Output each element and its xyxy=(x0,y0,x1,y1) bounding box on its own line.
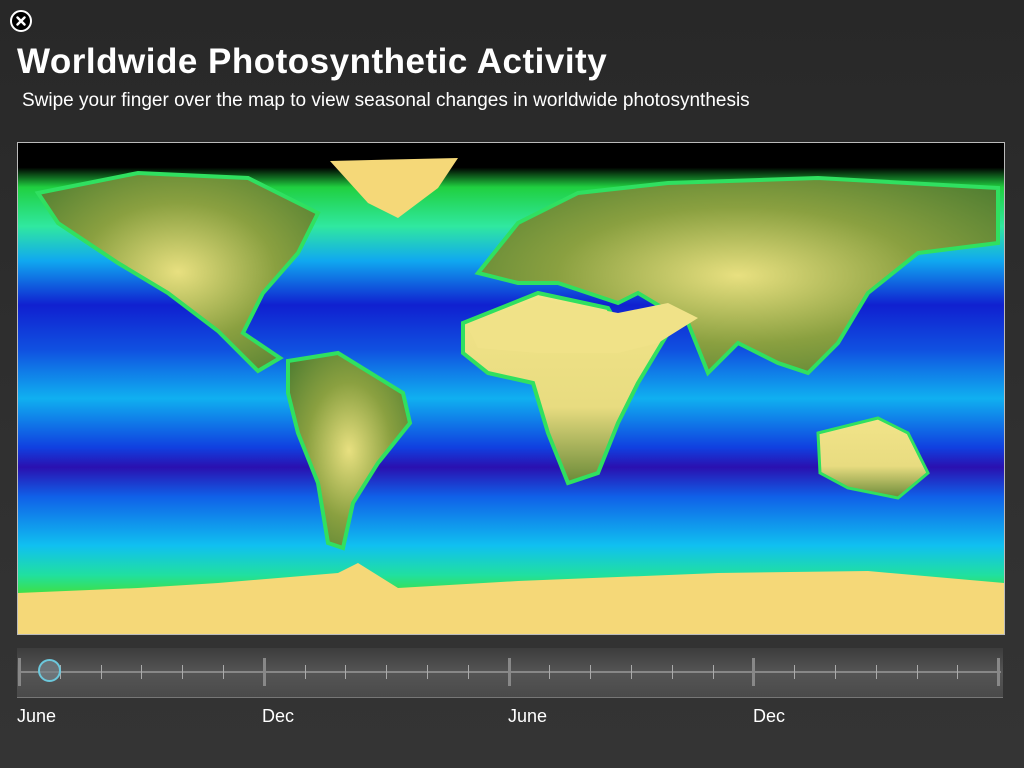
slider-thumb[interactable] xyxy=(37,659,61,682)
page-title: Worldwide Photosynthetic Activity xyxy=(17,42,608,81)
timeline-label-june: June xyxy=(508,706,548,726)
minor-tick xyxy=(427,665,428,679)
close-icon xyxy=(16,16,26,26)
major-tick xyxy=(997,658,1001,686)
major-tick xyxy=(752,658,756,686)
page-subtitle: Swipe your finger over the map to view s… xyxy=(22,90,750,111)
major-tick xyxy=(507,658,511,686)
australia xyxy=(816,416,930,500)
greenland xyxy=(330,158,458,218)
photosynthesis-world-map[interactable] xyxy=(17,142,1005,635)
minor-tick xyxy=(345,665,347,679)
minor-tick xyxy=(916,665,918,679)
minor-tick xyxy=(671,665,673,679)
minor-tick xyxy=(712,665,714,679)
major-tick xyxy=(18,658,21,686)
major-tick xyxy=(262,658,266,686)
season-timeline-slider[interactable] xyxy=(17,648,1003,698)
eurasia xyxy=(474,175,1000,377)
minor-tick xyxy=(100,665,102,679)
arabia-sahara xyxy=(468,298,698,353)
antarctica xyxy=(18,563,1004,634)
minor-tick xyxy=(835,665,836,679)
minor-tick xyxy=(386,665,388,679)
north-america xyxy=(34,170,321,374)
minor-tick xyxy=(957,665,959,679)
minor-tick xyxy=(549,665,551,679)
minor-tick xyxy=(631,665,632,679)
minor-tick xyxy=(182,665,184,679)
minor-tick xyxy=(223,665,224,679)
minor-tick xyxy=(875,665,877,679)
minor-tick xyxy=(304,665,306,679)
minor-tick xyxy=(794,665,796,679)
timeline-label-june: June xyxy=(17,706,57,726)
south-america xyxy=(286,350,413,551)
timeline-label-dec: Dec xyxy=(753,706,786,726)
minor-tick xyxy=(467,665,469,679)
close-button[interactable] xyxy=(10,10,32,32)
minor-tick xyxy=(141,665,143,679)
minor-tick xyxy=(590,665,592,679)
timeline-label-dec: Dec xyxy=(262,706,295,726)
